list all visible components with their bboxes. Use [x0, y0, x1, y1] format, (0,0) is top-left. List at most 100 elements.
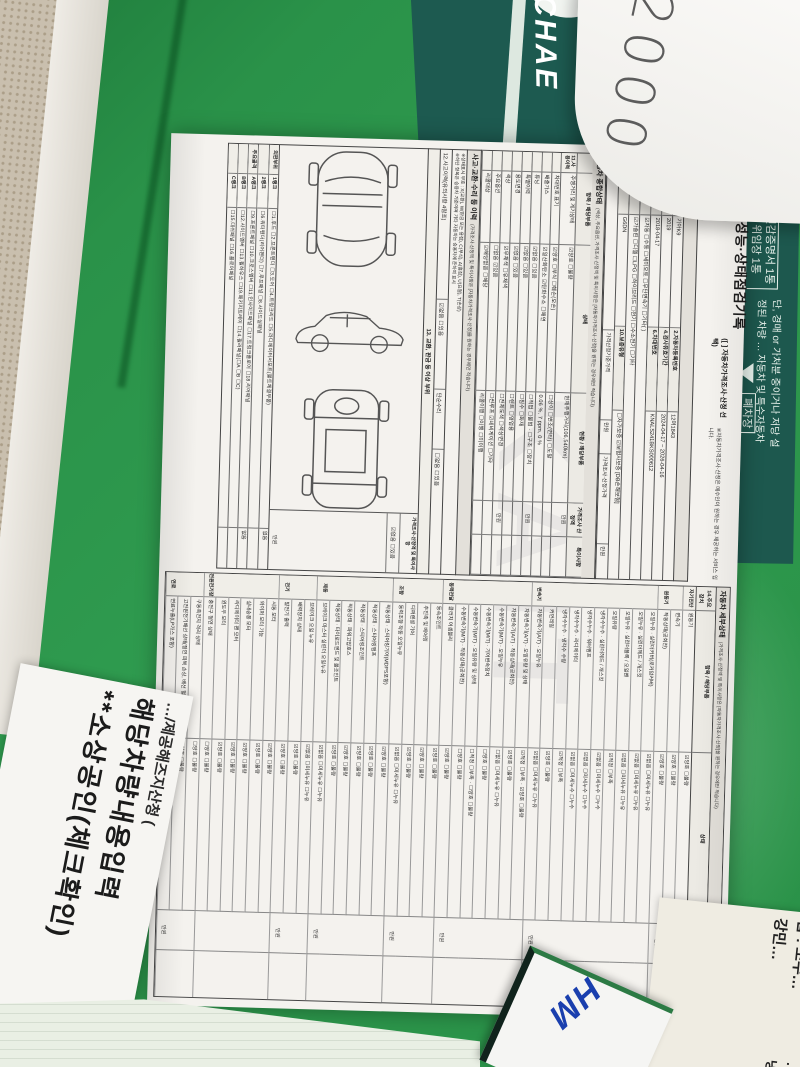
detail-price — [609, 922, 624, 964]
section-accident-title: 사고·교환·수리 등 이력 — [468, 153, 478, 221]
basic-info-table: 1.차명기아K92.자동차등록번호12머18433.연식20194.검사유효기간… — [607, 153, 686, 582]
detail-group — [329, 576, 343, 602]
detail-group: 변속기 — [531, 582, 545, 607]
overall-item: 주요옵션 — [489, 171, 502, 244]
detail-group — [493, 581, 507, 606]
overall-etc — [500, 535, 512, 576]
detail-group — [215, 573, 229, 598]
detail-group — [669, 586, 684, 611]
overall-extra: 현재주행거리(106,540km) — [551, 392, 570, 504]
detail-group — [455, 580, 469, 605]
detail-group: 제동 — [316, 576, 330, 601]
detail-group — [303, 575, 318, 601]
detail-price — [167, 910, 182, 951]
detail-price — [243, 912, 258, 953]
handwritten-amount: 2000 — [589, 0, 687, 164]
detail-price: 만원 — [306, 914, 321, 955]
detail-etc — [305, 954, 320, 1001]
detail-etc — [356, 956, 370, 1002]
detail-group — [190, 572, 204, 598]
overall-price — [501, 501, 513, 536]
price-base-unit: 만원 — [599, 420, 612, 455]
panel-group — [237, 143, 249, 175]
detail-etc — [217, 952, 231, 998]
accident-price-column: 가격조사·산정액 및 특이사항 ☑없음 ☐있음 만원 — [267, 508, 418, 574]
detail-price — [571, 921, 586, 962]
overall-etc — [509, 535, 521, 577]
overall-h-group — [576, 153, 593, 174]
detail-price — [369, 915, 384, 957]
detail-etc — [255, 953, 269, 999]
overall-price — [481, 500, 493, 536]
detail-group — [430, 579, 444, 604]
detail-etc — [204, 951, 218, 997]
overall-etc — [539, 536, 551, 577]
detail-price: 만원 — [382, 916, 397, 957]
detail-price — [559, 921, 573, 962]
basic-cell: 기아K9 — [670, 216, 684, 329]
panel-rank: 2랭크 — [257, 174, 268, 209]
detail-price — [357, 915, 371, 956]
detail-group — [177, 572, 192, 597]
detail-etc — [444, 958, 458, 1004]
detail-group — [480, 580, 494, 606]
detail-group: 고전원전기장치 — [202, 573, 217, 598]
car-underbody-view-icon — [301, 388, 390, 510]
detail-etc — [242, 952, 256, 998]
detail-group: 연료 — [165, 572, 179, 597]
detail-etc — [406, 957, 420, 1003]
detail-etc — [230, 952, 244, 998]
overall-h-etc: 특이사항 — [564, 537, 583, 578]
detail-price — [319, 914, 334, 955]
overall-group — [511, 151, 522, 172]
detail-price — [483, 919, 498, 960]
overall-item: 주행거리 및 계기상태 — [558, 172, 577, 246]
folder-logo: CHAE — [527, 0, 563, 92]
detail-group — [367, 577, 381, 603]
accident-price-state: ☑없음 ☐있음 — [385, 513, 401, 573]
detail-price: 만원 — [155, 909, 169, 951]
detail-group: 원동기 — [657, 585, 671, 611]
detail-etc — [153, 949, 168, 997]
detail-price — [294, 913, 308, 955]
detail-etc — [318, 955, 332, 1001]
panel-group: 외판부위 — [268, 144, 279, 176]
overall-etc — [470, 534, 482, 575]
detail-group — [619, 584, 633, 610]
simple-repair-label: 단순수리 — [432, 389, 446, 450]
overall-group — [491, 151, 503, 172]
detail-group: 동력전달 — [442, 579, 457, 605]
detail-group — [556, 583, 570, 608]
overall-item: 특별이력 — [519, 171, 532, 245]
detail-group — [266, 574, 280, 600]
detail-price — [205, 911, 220, 952]
detail-etc — [343, 955, 357, 1001]
detail-group — [404, 578, 419, 604]
detail-price — [508, 919, 523, 961]
detail-etc — [381, 956, 396, 1003]
overall-etc — [519, 536, 531, 577]
overall-item: 차대번호 표기 — [548, 172, 561, 245]
section-detail-note: (가격조사·산정액 및 특이사항은 [자동차가격조사·산정]을 원하는 경우에만… — [713, 641, 723, 809]
detail-price — [256, 912, 270, 954]
detail-price — [344, 915, 359, 956]
detail-price — [470, 918, 485, 960]
detail-etc — [431, 957, 446, 1005]
detail-group — [253, 574, 267, 599]
overall-group — [531, 152, 542, 173]
detail-group — [606, 584, 621, 609]
car-side-view-icon — [295, 311, 404, 354]
detail-etc — [368, 956, 382, 1002]
overall-price: 만원 — [550, 502, 567, 538]
detail-group — [543, 582, 557, 608]
detail-price — [584, 921, 599, 963]
overall-price: 만원 — [520, 502, 532, 537]
detail-price — [180, 910, 195, 952]
detail-group — [379, 578, 393, 603]
overall-item: 리콜대상 — [479, 170, 492, 244]
detail-etc — [394, 957, 408, 1003]
detail-group — [581, 583, 595, 609]
detail-price — [331, 914, 346, 956]
overall-h-price: 가격조사 산정액 — [565, 503, 584, 538]
